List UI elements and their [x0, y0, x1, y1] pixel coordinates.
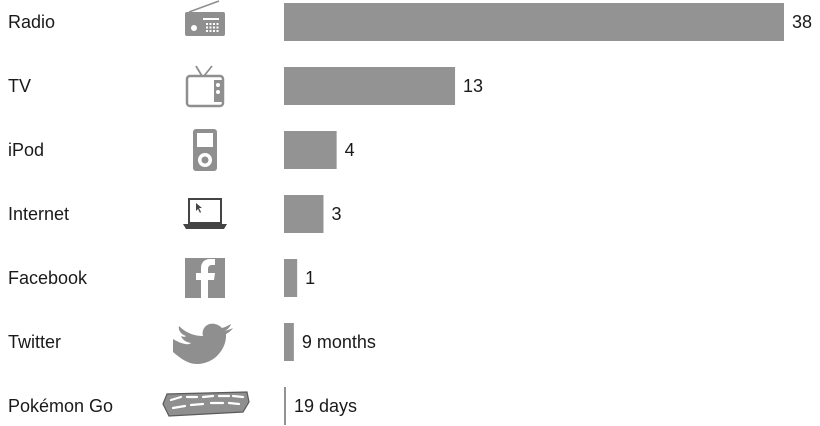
chart-row: Pokémon Go 19 days: [8, 387, 357, 425]
pokemon-logo-icon: [162, 391, 250, 417]
category-label: Internet: [8, 204, 69, 224]
chart-row: Twitter 9 months: [8, 323, 376, 364]
facebook-icon: [185, 258, 225, 298]
chart-row: Facebook 1: [8, 258, 315, 298]
value-label: 3: [331, 204, 341, 224]
chart-row: Radio 38: [8, 0, 812, 41]
chart-rows: Radio 38 TV 13 iPod 4 Internet 3 Facebook 1 Twitte…: [8, 0, 812, 425]
value-label: 38: [792, 12, 812, 32]
bar: [284, 195, 324, 233]
chart-row: TV 13: [8, 65, 483, 108]
category-label: Facebook: [8, 268, 88, 288]
category-label: Pokémon Go: [8, 396, 113, 416]
value-label: 1: [305, 268, 315, 288]
bar: [284, 259, 298, 297]
chart-row: Internet 3: [8, 195, 341, 233]
radio-icon: [185, 0, 225, 36]
value-label: 13: [463, 76, 483, 96]
twitter-bird-icon: [173, 323, 233, 364]
bar: [284, 387, 286, 425]
value-label: 9 months: [302, 332, 376, 352]
bar: [284, 131, 337, 169]
category-label: iPod: [8, 140, 44, 160]
tv-icon: [185, 65, 225, 108]
laptop-icon: [183, 198, 227, 229]
bar: [284, 3, 784, 41]
ipod-icon: [193, 129, 217, 171]
category-label: Radio: [8, 12, 55, 32]
bar: [284, 323, 294, 361]
category-label: TV: [8, 76, 31, 96]
bar: [284, 67, 456, 105]
category-label: Twitter: [8, 332, 61, 352]
chart-row: iPod 4: [8, 129, 355, 171]
value-label: 4: [345, 140, 355, 160]
value-label: 19 days: [294, 396, 357, 416]
